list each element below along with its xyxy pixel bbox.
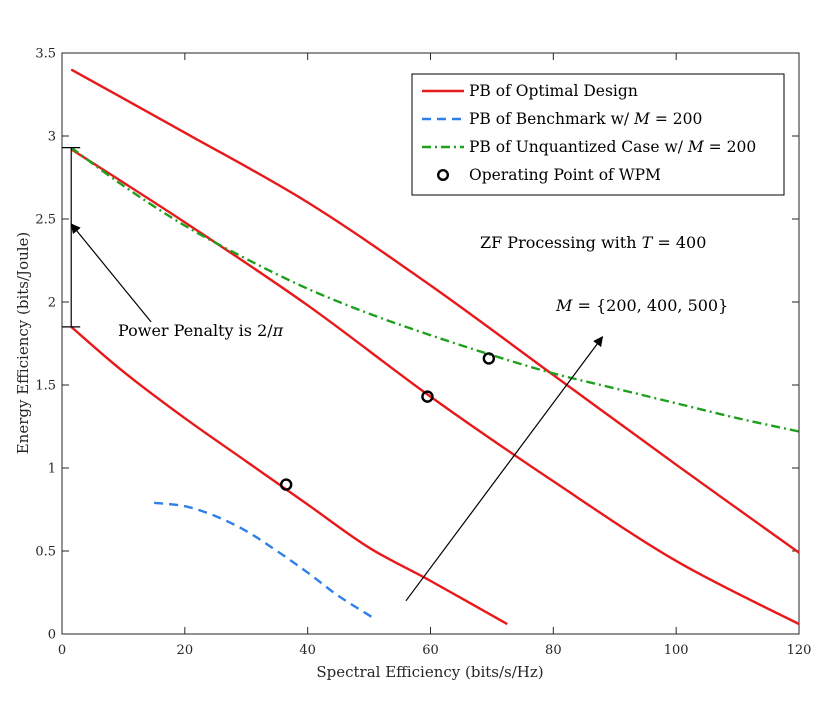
legend-box	[411, 73, 785, 196]
legend-label-operating-point: Operating Point of WPM	[469, 166, 661, 184]
y-tick-label: 0.5	[35, 545, 56, 560]
y-tick-label: 2	[48, 296, 56, 311]
operating-point-3	[482, 352, 496, 365]
x-tick-label: 60	[422, 643, 439, 658]
x-tick-label: 40	[299, 643, 316, 658]
plot-area: 0 20 40 60 80 100 120 0 0.5 1 1.5 2 2.5 3 3.5	[35, 47, 811, 659]
x-tick-label: 80	[545, 643, 562, 658]
y-tick-label: 3.5	[35, 47, 56, 62]
legend-label-optimal: PB of Optimal Design	[469, 82, 638, 100]
x-tick-label: 120	[787, 643, 812, 658]
annotation-arrow-2	[70, 223, 152, 323]
series-line-1	[70, 68, 800, 554]
y-tick-label: 2.5	[35, 213, 56, 228]
y-tick-label: 1	[48, 462, 56, 477]
annotation-power-penalty: Power Penalty is 2/π	[118, 321, 284, 340]
legend-label-benchmark: PB of Benchmark w/ M = 200	[469, 110, 702, 128]
series-line-4	[154, 501, 376, 621]
y-tick-label: 0	[48, 628, 56, 643]
legend-swatch-operating-point	[437, 168, 450, 181]
x-tick-label: 0	[58, 643, 66, 658]
series-line-2	[70, 148, 800, 626]
annotation-zf-processing: ZF Processing with T = 400	[480, 233, 706, 252]
y-tick-label: 3	[48, 130, 56, 145]
x-tick-label: 100	[664, 643, 689, 658]
annotation-m-values: M = {200, 400, 500}	[555, 296, 728, 315]
y-axis-label: Energy Efficiency (bits/Joule)	[14, 232, 32, 455]
y-tick-label: 1.5	[35, 379, 56, 394]
annotation-arrow-1	[405, 336, 604, 602]
x-tick-label: 20	[177, 643, 194, 658]
x-axis-label: Spectral Efficiency (bits/s/Hz)	[316, 663, 543, 681]
legend-label-unquantized: PB of Unquantized Case w/ M = 200	[469, 138, 756, 156]
operating-point-1	[279, 478, 293, 491]
series-line-5	[70, 146, 800, 433]
legend: PB of Optimal Design PB of Benchmark w/ …	[411, 73, 785, 196]
operating-point-2	[421, 390, 434, 403]
